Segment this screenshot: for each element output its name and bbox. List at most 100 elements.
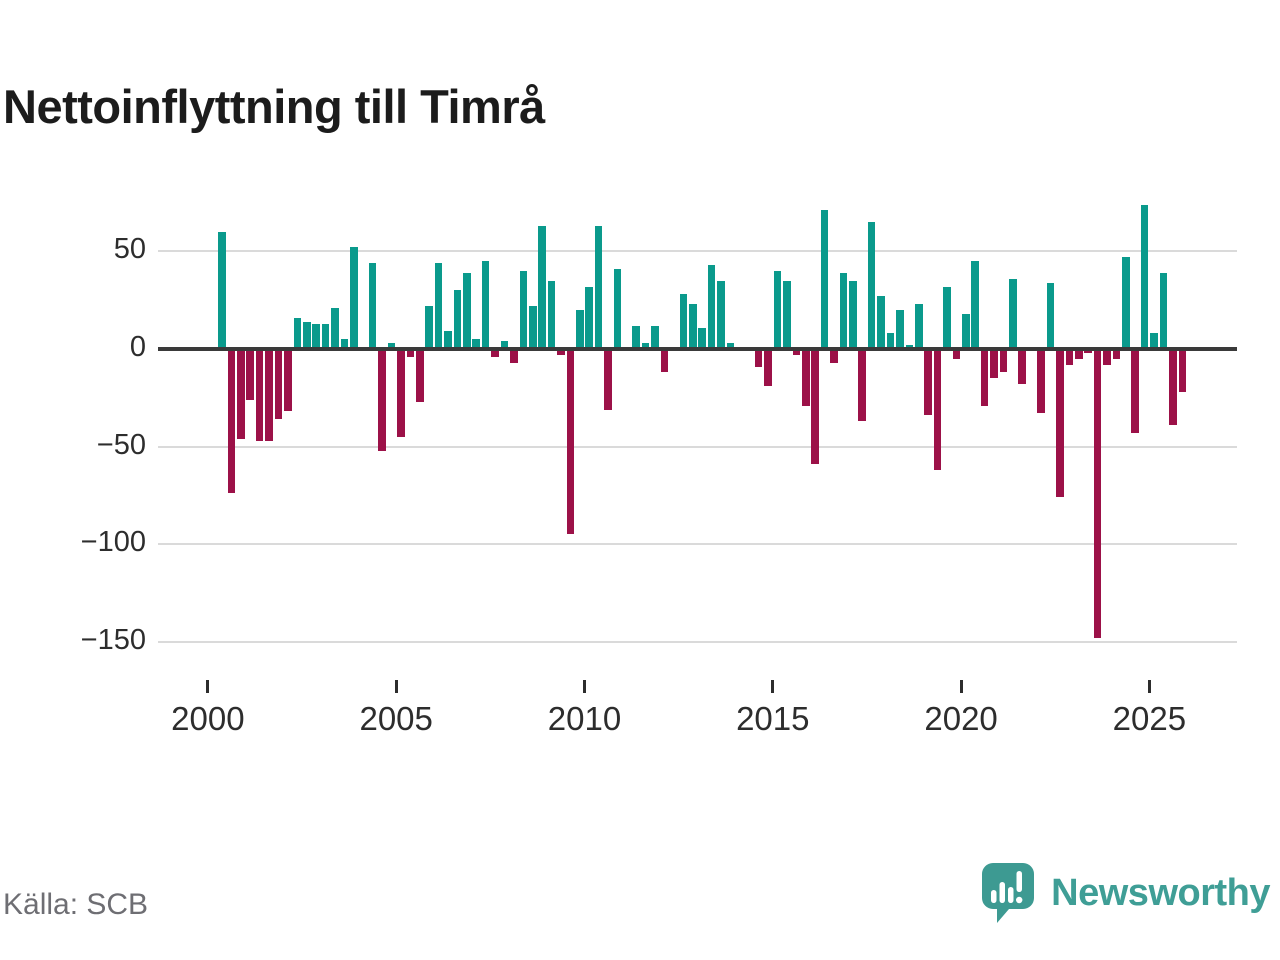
bar-2024Q2 — [1122, 257, 1130, 349]
bar-2012Q4 — [688, 304, 697, 349]
bar-2004Q2 — [368, 263, 377, 349]
bar-2004Q4 — [387, 343, 396, 349]
bar-2010Q3 — [604, 349, 612, 410]
bar-2006Q2 — [444, 331, 452, 349]
bar-2023Q3 — [1093, 349, 1102, 638]
bar-2020Q1 — [962, 313, 970, 349]
bar-2002Q4 — [312, 323, 320, 349]
x-axis-tick — [206, 680, 210, 693]
bar-2013Q1 — [698, 327, 706, 349]
x-axis-tick — [959, 680, 963, 693]
bar-2019Q3 — [943, 286, 951, 349]
bar-2006Q1 — [434, 263, 443, 349]
x-axis-label: 2005 — [359, 700, 433, 737]
bar-2021Q3 — [1018, 349, 1027, 385]
bar-2019Q4 — [952, 349, 961, 359]
bar-2000Q3 — [227, 349, 236, 494]
bar-2006Q4 — [463, 272, 471, 349]
x-axis-label: 2025 — [1112, 700, 1187, 737]
bar-2009Q1 — [547, 280, 556, 349]
bar-2008Q4 — [538, 226, 546, 349]
bar-2015Q3 — [792, 349, 801, 355]
bar-2017Q1 — [849, 280, 857, 349]
bar-2001Q3 — [265, 349, 273, 441]
bar-2007Q1 — [472, 339, 481, 349]
bar-2003Q4 — [350, 247, 358, 349]
bar-2003Q1 — [321, 323, 330, 349]
bar-2005Q4 — [425, 306, 433, 349]
bar-2011Q3 — [641, 343, 650, 349]
y-axis-label: 0 — [129, 331, 146, 363]
zero-axis-line — [158, 347, 1237, 351]
bar-2023Q4 — [1103, 349, 1111, 365]
bar-2016Q1 — [811, 349, 819, 465]
bar-2009Q2 — [557, 349, 565, 355]
bar-2009Q4 — [575, 309, 584, 349]
gridline--150 — [158, 640, 1237, 643]
y-axis-label: −50 — [96, 428, 146, 461]
gridline-50 — [158, 250, 1237, 253]
x-axis-label: 2010 — [547, 700, 622, 737]
bar-2006Q3 — [453, 290, 462, 349]
bar-2005Q2 — [406, 349, 415, 357]
bar-2000Q2 — [218, 231, 226, 349]
bar-2020Q2 — [971, 261, 979, 349]
x-axis-label: 2020 — [924, 700, 998, 737]
bar-2024Q4 — [1140, 204, 1149, 349]
y-axis-label: −150 — [80, 623, 146, 656]
y-axis-label: −100 — [80, 526, 146, 559]
bar-2019Q1 — [924, 349, 932, 416]
bar-2020Q4 — [990, 349, 998, 379]
brand-logo: Newsworthy — [981, 862, 1270, 924]
bar-2003Q3 — [340, 339, 349, 349]
y-axis-label: 50 — [113, 233, 146, 266]
bar-2025Q1 — [1150, 333, 1158, 349]
bar-2019Q2 — [933, 349, 942, 471]
bar-2015Q4 — [801, 349, 810, 406]
bar-2002Q3 — [302, 321, 311, 349]
bar-2022Q3 — [1056, 349, 1064, 498]
bar-2013Q4 — [726, 343, 735, 349]
bar-2002Q1 — [284, 349, 292, 412]
x-axis-label: 2000 — [171, 700, 245, 737]
bar-2010Q4 — [613, 268, 622, 349]
bar-2024Q3 — [1131, 349, 1140, 433]
x-axis-label: 2015 — [736, 700, 810, 737]
bar-2016Q4 — [839, 272, 848, 349]
bar-2008Q2 — [519, 270, 528, 349]
bar-2014Q3 — [754, 349, 763, 367]
bar-2003Q2 — [331, 308, 339, 349]
page-title: Nettoinflyttning till Timrå — [3, 80, 545, 134]
x-axis-tick — [771, 680, 775, 693]
bar-2002Q2 — [293, 317, 302, 349]
gridline--100 — [158, 543, 1237, 546]
bar-2012Q3 — [679, 294, 688, 349]
bar-2001Q2 — [255, 349, 264, 441]
bar-2013Q3 — [717, 280, 725, 349]
bar-2008Q3 — [528, 306, 537, 349]
bar-2022Q1 — [1037, 349, 1045, 414]
bar-2009Q3 — [566, 349, 575, 535]
bar-2018Q2 — [896, 309, 904, 349]
bar-2017Q4 — [877, 296, 885, 349]
bar-2015Q1 — [773, 270, 782, 349]
bar-2005Q3 — [415, 349, 424, 402]
bar-2011Q4 — [651, 325, 659, 349]
bar-2008Q1 — [510, 349, 518, 363]
bar-2010Q2 — [594, 226, 603, 349]
bar-2023Q1 — [1074, 349, 1083, 359]
bar-2004Q3 — [378, 349, 386, 451]
bar-2014Q4 — [764, 349, 772, 387]
source-note: Källa: SCB — [3, 888, 149, 921]
x-axis-tick — [394, 680, 398, 693]
gridline--50 — [158, 445, 1237, 448]
bar-2012Q1 — [660, 349, 669, 373]
bar-2021Q2 — [1009, 278, 1017, 349]
bar-2000Q4 — [237, 349, 245, 439]
x-axis-tick — [583, 680, 586, 693]
bar-2022Q2 — [1046, 282, 1055, 349]
bar-2005Q1 — [397, 349, 405, 437]
bar-2018Q4 — [914, 304, 923, 349]
bar-2025Q3 — [1169, 349, 1177, 426]
